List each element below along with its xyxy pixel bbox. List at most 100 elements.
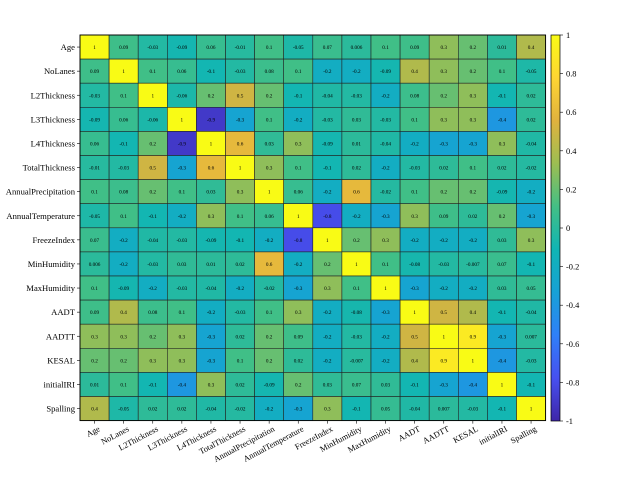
heatmap-cell (341, 131, 372, 156)
cell-value-label: -0.04 (206, 286, 217, 292)
heatmap-cell (516, 275, 546, 301)
cell-value-label: 0.02 (527, 117, 536, 123)
heatmap-cell (341, 82, 372, 108)
heatmap-cell (196, 299, 226, 325)
heatmap-cell (312, 131, 343, 156)
cell-value-label: -0.2 (411, 141, 420, 147)
heatmap-cell (225, 299, 255, 325)
cell-value-label: 0.1 (266, 117, 273, 123)
cell-value-label: -0.2 (149, 286, 158, 292)
cell-value-label: 0.3 (382, 238, 389, 244)
cell-value-label: -0.03 (380, 117, 391, 123)
heatmap-cell (399, 58, 430, 84)
heatmap-cell (79, 34, 110, 60)
heatmap-cell (137, 372, 168, 397)
heatmap-cell (283, 372, 314, 397)
heatmap-cell (457, 203, 488, 229)
cell-value-label: -0.04 (206, 407, 217, 413)
y-tick-label: MaxHumidity (26, 283, 75, 293)
heatmap-cell (312, 396, 343, 421)
heatmap-cell (516, 251, 546, 277)
y-tick-label: L2Thickness (31, 90, 76, 100)
cell-value-label: -0.2 (265, 407, 274, 413)
cell-value-label: 0.2 (470, 190, 477, 196)
cell-value-label: 0.2 (470, 69, 477, 75)
heatmap-cell (137, 131, 168, 156)
cell-value-label: 0.1 (295, 166, 302, 172)
heatmap-cell (399, 131, 430, 156)
heatmap-cell (283, 203, 314, 229)
heatmap-cell (370, 179, 401, 205)
cell-value-label: -0.1 (411, 382, 420, 388)
cell-value-label: -0.2 (469, 286, 478, 292)
heatmap-cell (457, 179, 488, 205)
cell-value-label: 0.5 (411, 334, 418, 340)
cell-value-label: 0.01 (497, 45, 506, 51)
cell-value-label: 0.03 (497, 238, 506, 244)
heatmap-cell (196, 58, 226, 84)
cell-value-label: 0.2 (266, 334, 273, 340)
cell-value-label: 1 (297, 214, 300, 220)
x-tick-label: initialIRI (478, 424, 510, 446)
heatmap-cell (254, 227, 285, 253)
heatmap-cell (283, 131, 314, 156)
heatmap-cell (370, 203, 401, 229)
heatmap-cell (108, 34, 139, 60)
cell-value-label: 0.02 (148, 407, 157, 413)
cell-value-label: 0.6 (266, 262, 273, 268)
cell-value-label: 0.01 (206, 262, 215, 268)
cell-value-label: -0.4 (498, 117, 507, 123)
heatmap-cell (196, 107, 226, 132)
heatmap-cell (341, 347, 372, 373)
cell-value-label: 0.6 (353, 190, 360, 196)
cell-value-label: -0.03 (351, 334, 362, 340)
cell-value-label: 0.02 (236, 334, 245, 340)
colorbar-tick-label: -0.4 (566, 301, 580, 310)
heatmap-cell (341, 34, 372, 60)
cell-value-label: -0.01 (89, 166, 100, 172)
colorbar-tick-label: -0.2 (566, 263, 579, 272)
cell-value-label: 0.08 (119, 190, 128, 196)
heatmap-cell (137, 347, 168, 373)
cell-value-label: 0.1 (237, 358, 244, 364)
cell-value-label: 0.5 (441, 310, 448, 316)
heatmap-cell (516, 179, 546, 205)
cell-value-label: 0.1 (120, 214, 127, 220)
cell-value-label: -0.04 (526, 310, 537, 316)
cell-value-label: -0.2 (411, 238, 420, 244)
cell-value-label: 0.06 (265, 214, 274, 220)
heatmap-cell (312, 203, 343, 229)
heatmap-cell (79, 275, 110, 301)
cell-value-label: -0.2 (323, 190, 332, 196)
heatmap-cell (108, 323, 139, 349)
cell-value-label: -0.2 (527, 190, 536, 196)
y-tick-label: AADT (51, 307, 76, 317)
cell-value-label: 0.5 (150, 166, 157, 172)
cell-value-label: 0.3 (237, 190, 244, 196)
cell-value-label: 0.09 (294, 334, 303, 340)
cell-value-label: 0.02 (527, 93, 536, 99)
heatmap-cell (516, 396, 546, 421)
heatmap-cell (225, 372, 255, 397)
cell-value-label: 1 (472, 358, 475, 364)
cell-value-label: -0.06 (147, 117, 158, 123)
cell-value-label: -0.05 (293, 45, 304, 51)
heatmap-cell (283, 179, 314, 205)
x-tick-label: Age (85, 424, 102, 439)
heatmap-cell (312, 155, 343, 180)
cell-value-label: 1 (413, 310, 416, 316)
heatmap-cell (167, 131, 197, 156)
cell-value-label: -0.1 (527, 382, 536, 388)
heatmap-cell (254, 179, 285, 205)
cell-value-label: -0.03 (176, 286, 187, 292)
heatmap-cell (137, 203, 168, 229)
cell-value-label: 0.3 (120, 334, 127, 340)
heatmap-cell (370, 58, 401, 84)
cell-value-label: 0.06 (119, 117, 128, 123)
cell-value-label: -0.2 (207, 310, 216, 316)
cell-value-label: 0.03 (381, 382, 390, 388)
cell-value-label: 0.9 (470, 334, 477, 340)
x-tick-label: AADT (397, 424, 422, 443)
cell-value-label: 0.007 (438, 407, 450, 413)
